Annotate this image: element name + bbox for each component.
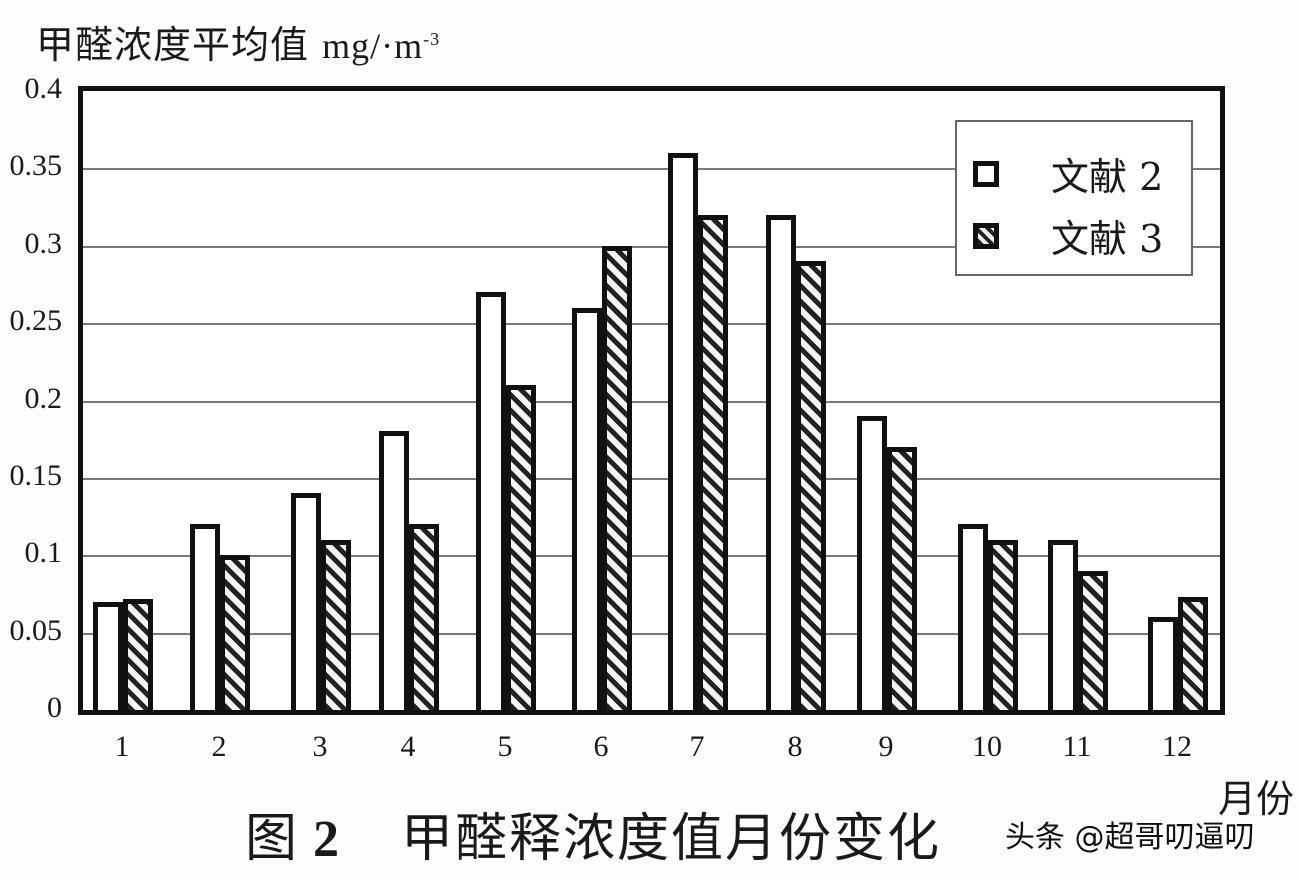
gridline <box>83 323 1220 326</box>
legend-label: 文献 3 <box>1051 217 1164 261</box>
legend-label: 文献 2 <box>1051 155 1164 199</box>
white-swatch-icon <box>973 160 999 187</box>
y-tick-label: 0.15 <box>9 458 63 492</box>
legend-item-ref2: 文献 2 <box>973 146 1163 201</box>
hatched-swatch-icon <box>973 222 999 249</box>
y-tick-label: 0.2 <box>24 381 63 415</box>
bar-ref3-month-12 <box>1178 597 1208 710</box>
unit-text: mg/·m <box>322 26 424 66</box>
caption-number: 2 <box>313 811 342 868</box>
figure-caption: 图 2 甲醛释浓度值月份变化 <box>245 796 941 871</box>
x-tick-label: 4 <box>400 730 416 763</box>
y-tick-label: 0.3 <box>24 226 63 260</box>
bar-ref2-month-7 <box>668 152 698 710</box>
gridline <box>83 555 1220 558</box>
bar-ref2-month-1 <box>93 601 123 710</box>
legend: 文献 2 文献 3 <box>955 120 1193 276</box>
bar-ref2-month-8 <box>766 214 796 710</box>
gridline <box>83 477 1220 480</box>
bar-ref3-month-7 <box>698 214 728 710</box>
gridline <box>83 245 1220 248</box>
y-tick-label: 0.25 <box>9 304 63 338</box>
unit-superscript: -3 <box>423 29 441 49</box>
x-tick-label: 12 <box>1162 730 1192 763</box>
bar-ref2-month-2 <box>190 524 220 710</box>
x-tick-label: 8 <box>787 730 803 763</box>
y-tick-label: 0.1 <box>24 536 63 570</box>
y-tick-label: 0.05 <box>9 613 63 647</box>
x-tick-label: 7 <box>689 730 705 763</box>
bar-ref3-month-1 <box>123 598 153 710</box>
bar-ref2-month-11 <box>1048 539 1078 710</box>
x-axis-title: 月份 <box>1218 777 1295 821</box>
bar-ref2-month-4 <box>379 431 409 710</box>
legend-item-ref3: 文献 3 <box>973 208 1163 263</box>
x-tick-label: 6 <box>593 730 609 763</box>
bar-ref3-month-10 <box>988 539 1018 710</box>
caption-prefix: 图 <box>245 809 300 869</box>
y-tick-label: 0.35 <box>9 149 63 183</box>
y-tick-label: 0 <box>47 691 62 724</box>
gridline <box>83 168 1220 171</box>
y-axis-title-text: 甲醛浓度平均值 <box>36 23 323 67</box>
bar-ref3-month-8 <box>796 261 826 710</box>
x-tick-label: 10 <box>972 730 1002 763</box>
bar-ref3-month-3 <box>321 539 351 710</box>
bar-ref2-month-3 <box>291 493 321 710</box>
plot-area: 文献 2 文献 3 <box>78 86 1225 715</box>
bar-ref2-month-5 <box>476 292 506 710</box>
x-tick-label: 3 <box>312 730 328 763</box>
bar-ref3-month-9 <box>887 446 917 710</box>
x-tick-label: 1 <box>114 730 130 763</box>
bar-ref2-month-10 <box>958 524 988 710</box>
y-axis-unit: mg/·m-3 <box>322 26 440 66</box>
x-tick-label: 9 <box>878 730 894 763</box>
y-tick-label: 0.4 <box>24 72 63 105</box>
x-tick-label: 2 <box>211 730 227 763</box>
watermark: 头条 @超哥叨逼叨 <box>1005 820 1255 855</box>
bar-ref3-month-4 <box>409 524 439 710</box>
bar-ref2-month-6 <box>572 307 602 710</box>
y-axis-title: 甲醛浓度平均值 mg/·m-3 <box>36 14 440 69</box>
bar-ref3-month-2 <box>220 555 250 710</box>
gridline <box>83 400 1220 403</box>
gridline <box>83 632 1220 635</box>
caption-text: 甲醛释浓度值月份变化 <box>401 809 942 869</box>
x-tick-label: 5 <box>497 730 513 763</box>
x-tick-label: 11 <box>1062 730 1092 763</box>
bar-ref3-month-5 <box>506 385 536 710</box>
bar-ref3-month-11 <box>1078 570 1108 710</box>
bar-ref2-month-12 <box>1148 617 1178 710</box>
bar-ref3-month-6 <box>602 245 632 710</box>
bar-ref2-month-9 <box>857 415 887 710</box>
